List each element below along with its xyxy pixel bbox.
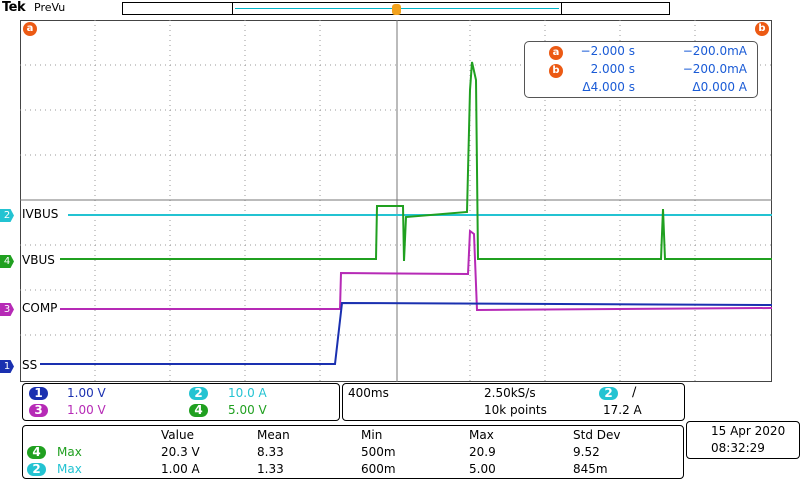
meas-header-stddev: Std Dev bbox=[573, 428, 621, 442]
trigger-position-marker[interactable] bbox=[392, 4, 401, 15]
waveform-comp bbox=[60, 229, 772, 312]
waveform-ss bbox=[40, 301, 772, 365]
meas-header-max: Max bbox=[469, 428, 494, 442]
ch4-scale: 5.00 V bbox=[228, 403, 267, 417]
date-value: 15 Apr 2020 bbox=[711, 424, 786, 438]
trigger-source-badge: 2 bbox=[599, 387, 618, 400]
cursor-delta-value: Δ0.000 A bbox=[692, 80, 747, 94]
meas-header-mean: Mean bbox=[257, 428, 290, 442]
meas-row1-value: 20.3 V bbox=[161, 445, 200, 459]
cursor-b-badge[interactable]: b bbox=[755, 22, 769, 36]
sample-rate-value: 2.50kS/s bbox=[484, 386, 536, 400]
meas-row1-mean: 8.33 bbox=[257, 445, 284, 459]
time-value: 08:32:29 bbox=[711, 441, 765, 455]
cursor-readout: a −2.000 s −200.0mA b 2.000 s −200.0mA Δ… bbox=[524, 41, 758, 98]
ch1-marker[interactable]: 1 bbox=[0, 360, 14, 373]
ch3-marker[interactable]: 3 bbox=[0, 303, 14, 316]
brand-logo: Tek bbox=[2, 0, 26, 15]
cursor-delta-time: Δ4.000 s bbox=[582, 80, 635, 94]
ch1-label: SS bbox=[22, 358, 38, 372]
ch3-badge: 3 bbox=[29, 404, 48, 417]
record-length-value: 10k points bbox=[484, 403, 547, 417]
center-axes bbox=[20, 20, 772, 382]
ch1-badge: 1 bbox=[29, 387, 48, 400]
ch3-label: COMP bbox=[22, 301, 58, 315]
meas-header-value: Value bbox=[161, 428, 194, 442]
ch3-scale: 1.00 V bbox=[67, 403, 106, 417]
meas-row1-min: 500m bbox=[361, 445, 396, 459]
meas-row2-channel-badge: 2 bbox=[27, 463, 46, 476]
meas-row2-stddev: 845m bbox=[573, 462, 608, 476]
ch4-marker[interactable]: 4 bbox=[0, 255, 14, 268]
meas-row2-value: 1.00 A bbox=[161, 462, 200, 476]
cursor-b-time: 2.000 s bbox=[590, 62, 635, 76]
vertical-settings-panel[interactable]: 1 1.00 V 2 10.0 A 3 1.00 V 4 5.00 V bbox=[22, 383, 340, 421]
ch2-label: IVBUS bbox=[22, 207, 59, 221]
ch2-marker[interactable]: 2 bbox=[0, 209, 14, 222]
meas-header-min: Min bbox=[361, 428, 383, 442]
horizontal-settings-panel[interactable]: 400ms 2.50kS/s 10k points 2 ∕ 17.2 A bbox=[342, 383, 685, 421]
datetime-panel: 15 Apr 2020 08:32:29 bbox=[686, 421, 800, 459]
meas-row2-max: 5.00 bbox=[469, 462, 496, 476]
graticule[interactable] bbox=[20, 20, 772, 382]
ch1-scale: 1.00 V bbox=[67, 386, 106, 400]
ch4-label: VBUS bbox=[22, 253, 55, 267]
acquisition-mode: PreVu bbox=[34, 1, 66, 14]
trigger-level-value: 17.2 A bbox=[603, 403, 642, 417]
waveform-vbus bbox=[60, 61, 772, 262]
ch4-badge: 4 bbox=[189, 404, 208, 417]
meas-row2-type: Max bbox=[57, 462, 82, 476]
meas-row1-max: 20.9 bbox=[469, 445, 496, 459]
meas-row2-min: 600m bbox=[361, 462, 396, 476]
meas-row1-type: Max bbox=[57, 445, 82, 459]
ch2-badge: 2 bbox=[189, 387, 208, 400]
measurements-panel[interactable]: Value Mean Min Max Std Dev 4 Max 20.3 V … bbox=[22, 425, 684, 479]
ch2-scale: 10.0 A bbox=[228, 386, 267, 400]
timebase-value: 400ms bbox=[348, 386, 389, 400]
cursor-b-icon: b bbox=[549, 64, 563, 78]
cursor-a-icon: a bbox=[549, 46, 563, 60]
meas-row2-mean: 1.33 bbox=[257, 462, 284, 476]
cursor-a-badge[interactable]: a bbox=[23, 22, 37, 36]
cursor-a-time: −2.000 s bbox=[580, 44, 635, 58]
cursor-a-value: −200.0mA bbox=[682, 44, 747, 58]
cursor-b-value: −200.0mA bbox=[682, 62, 747, 76]
meas-row1-stddev: 9.52 bbox=[573, 445, 600, 459]
meas-row1-channel-badge: 4 bbox=[27, 446, 46, 459]
trigger-slope-icon: ∕ bbox=[632, 385, 637, 400]
